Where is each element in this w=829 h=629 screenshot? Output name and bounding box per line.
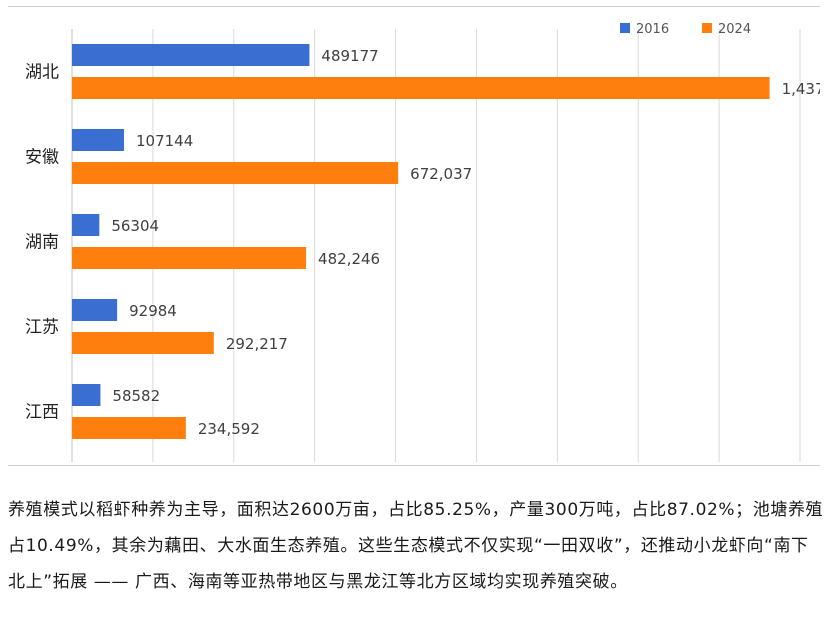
legend-label: 2024 — [718, 22, 751, 37]
legend-swatch-2016 — [620, 23, 630, 33]
bar-2016 — [72, 384, 101, 406]
data-label: 672,037 — [410, 165, 472, 183]
bar-2016 — [72, 299, 118, 321]
bar-2024 — [72, 332, 214, 354]
category-label: 湖南 — [25, 233, 59, 253]
bar-2024 — [72, 417, 186, 439]
bar-2016 — [72, 214, 100, 236]
bar-2024 — [72, 247, 307, 269]
article-paragraph: 养殖模式以稻虾种养为主导，面积达2600万亩，占比85.25%，产量300万吨，… — [8, 500, 824, 592]
category-label: 安徽 — [25, 148, 59, 168]
data-label: 1,437,321 — [782, 80, 820, 98]
bar-2016 — [72, 44, 310, 66]
bar-chart: 湖北 489177 1,437,321 安徽 107144 672,037 湖南 56304 4… — [25, 22, 820, 462]
category-label: 江苏 — [25, 318, 59, 338]
data-label: 58582 — [112, 387, 160, 405]
category-label: 江西 — [25, 403, 59, 423]
data-label: 292,217 — [226, 335, 288, 353]
bar-2024 — [72, 162, 399, 184]
data-label: 234,592 — [198, 420, 260, 438]
bar-2016 — [72, 129, 125, 151]
category-label: 湖北 — [25, 63, 59, 83]
chart-container: 湖北 489177 1,437,321 安徽 107144 672,037 湖南 56304 4… — [8, 6, 820, 466]
data-label: 489177 — [321, 47, 378, 65]
data-label: 107144 — [136, 132, 193, 150]
data-label: 482,246 — [318, 250, 380, 268]
legend-label: 2016 — [636, 22, 669, 37]
bar-2024 — [72, 77, 770, 99]
data-label: 56304 — [111, 217, 159, 235]
data-label: 92984 — [129, 302, 177, 320]
legend-swatch-2024 — [702, 23, 712, 33]
